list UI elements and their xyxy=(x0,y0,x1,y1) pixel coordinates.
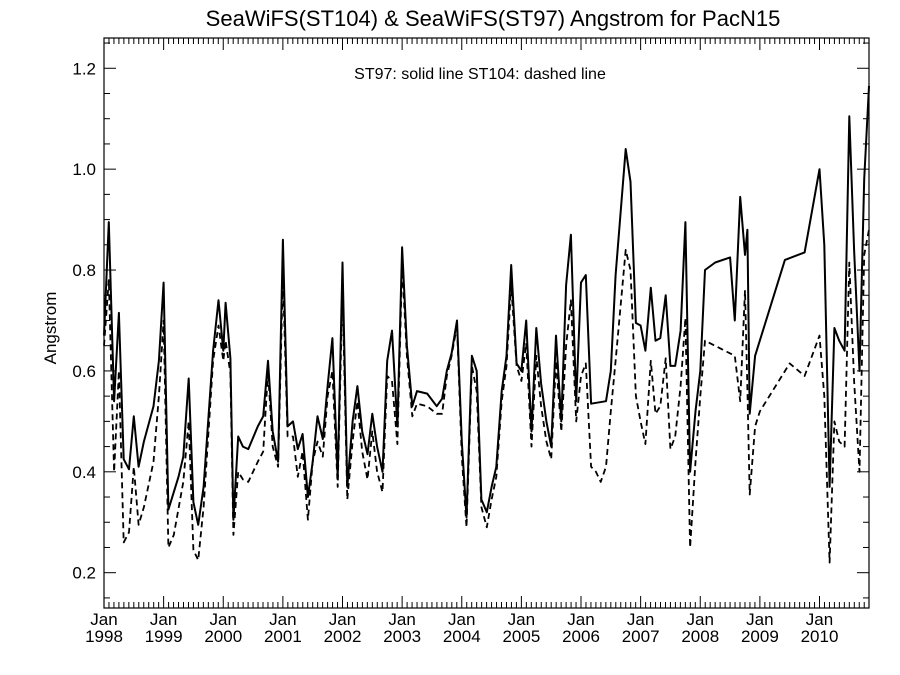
x-tick-label-month: Jan xyxy=(269,610,296,629)
x-tick-label-month: Jan xyxy=(388,610,415,629)
x-tick-label-year: 1998 xyxy=(85,627,123,646)
plot-area: 0.20.40.60.81.01.2Jan1998Jan1999Jan2000J… xyxy=(72,37,870,646)
series-line-st97 xyxy=(103,85,870,526)
y-tick-label: 1.0 xyxy=(72,160,96,179)
y-tick-label: 0.8 xyxy=(72,261,96,280)
x-tick-label-month: Jan xyxy=(508,610,535,629)
x-tick-label-year: 2004 xyxy=(443,627,481,646)
x-tick-label-year: 1999 xyxy=(145,627,183,646)
y-tick-label: 1.2 xyxy=(72,59,96,78)
x-tick-label-year: 2002 xyxy=(324,627,362,646)
x-tick-label-month: Jan xyxy=(627,610,654,629)
y-tick-label: 0.2 xyxy=(72,564,96,583)
x-tick-label-year: 2007 xyxy=(622,627,660,646)
x-tick-label-month: Jan xyxy=(567,610,594,629)
x-tick-label-month: Jan xyxy=(746,610,773,629)
x-tick-label-month: Jan xyxy=(210,610,237,629)
x-tick-label-year: 2003 xyxy=(383,627,421,646)
x-tick-label-month: Jan xyxy=(150,610,177,629)
x-tick-label-month: Jan xyxy=(806,610,833,629)
y-tick-label: 0.4 xyxy=(72,463,96,482)
x-tick-label-year: 2000 xyxy=(204,627,242,646)
x-tick-label-month: Jan xyxy=(687,610,714,629)
x-tick-label-year: 2010 xyxy=(801,627,839,646)
x-tick-label-year: 2009 xyxy=(741,627,779,646)
x-tick-label-month: Jan xyxy=(329,610,356,629)
plot-frame xyxy=(103,37,870,609)
legend-annotation: ST97: solid line ST104: dashed line xyxy=(354,66,606,83)
chart-title: SeaWiFS(ST104) & SeaWiFS(ST97) Angstrom … xyxy=(206,6,781,31)
x-tick-label-year: 2006 xyxy=(562,627,600,646)
series-line-st104 xyxy=(103,229,870,564)
x-tick-label-year: 2008 xyxy=(681,627,719,646)
y-axis-label: Angstrom xyxy=(41,292,60,365)
y-tick-label: 0.6 xyxy=(72,362,96,381)
x-tick-label-month: Jan xyxy=(448,610,475,629)
x-tick-label-year: 2001 xyxy=(264,627,302,646)
x-tick-label-month: Jan xyxy=(90,610,117,629)
x-tick-label-year: 2005 xyxy=(502,627,540,646)
